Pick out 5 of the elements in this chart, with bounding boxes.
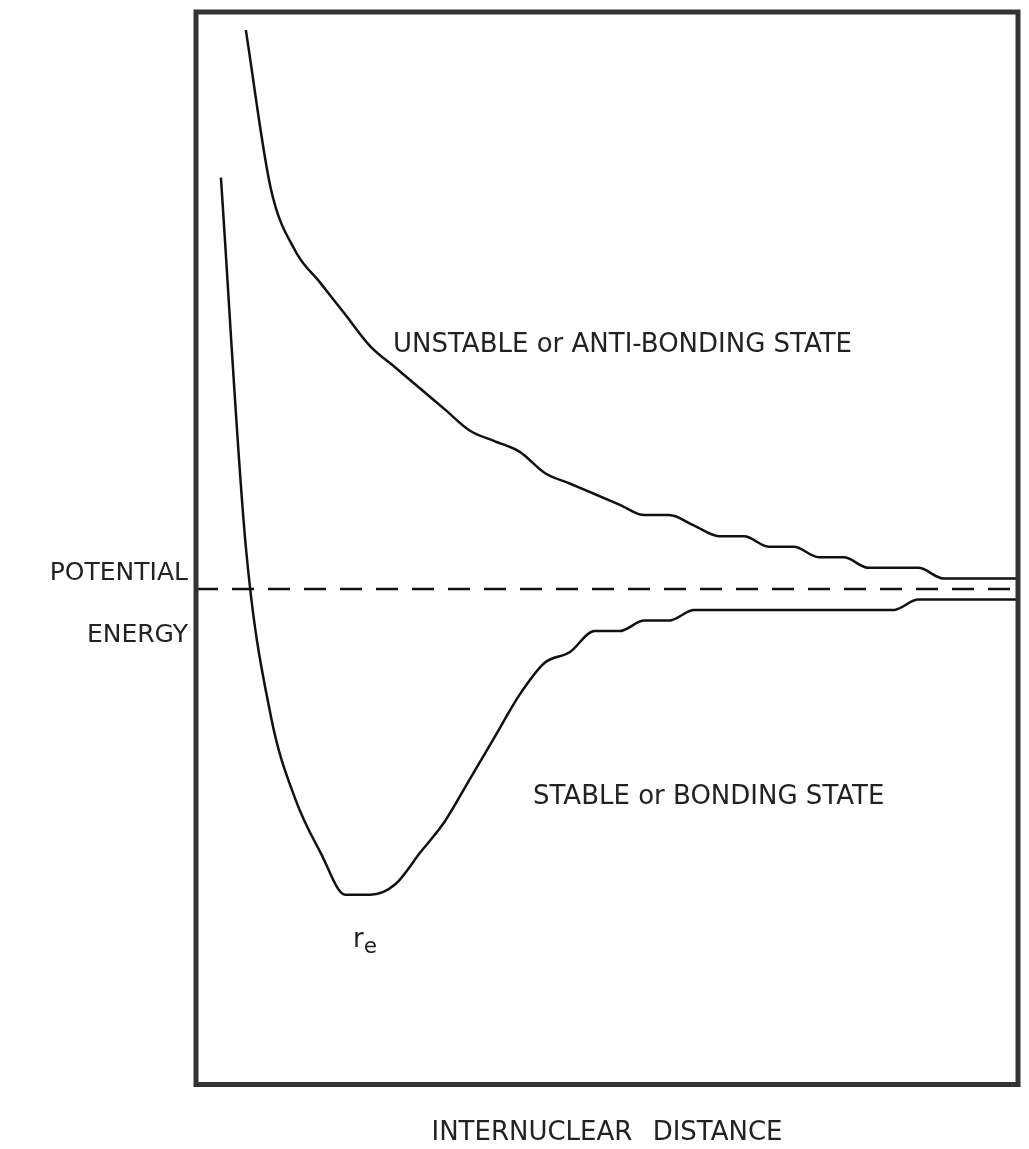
annotation: STABLE or BONDING STATE	[533, 780, 885, 810]
x-axis-title: INTERNUCLEAR DISTANCE	[430, 1116, 784, 1146]
annotation: UNSTABLE or ANTI-BONDING STATE	[393, 328, 853, 358]
annotation: r$_{e}$	[353, 923, 378, 959]
text: POTENTIAL ENERGY	[49, 557, 188, 648]
